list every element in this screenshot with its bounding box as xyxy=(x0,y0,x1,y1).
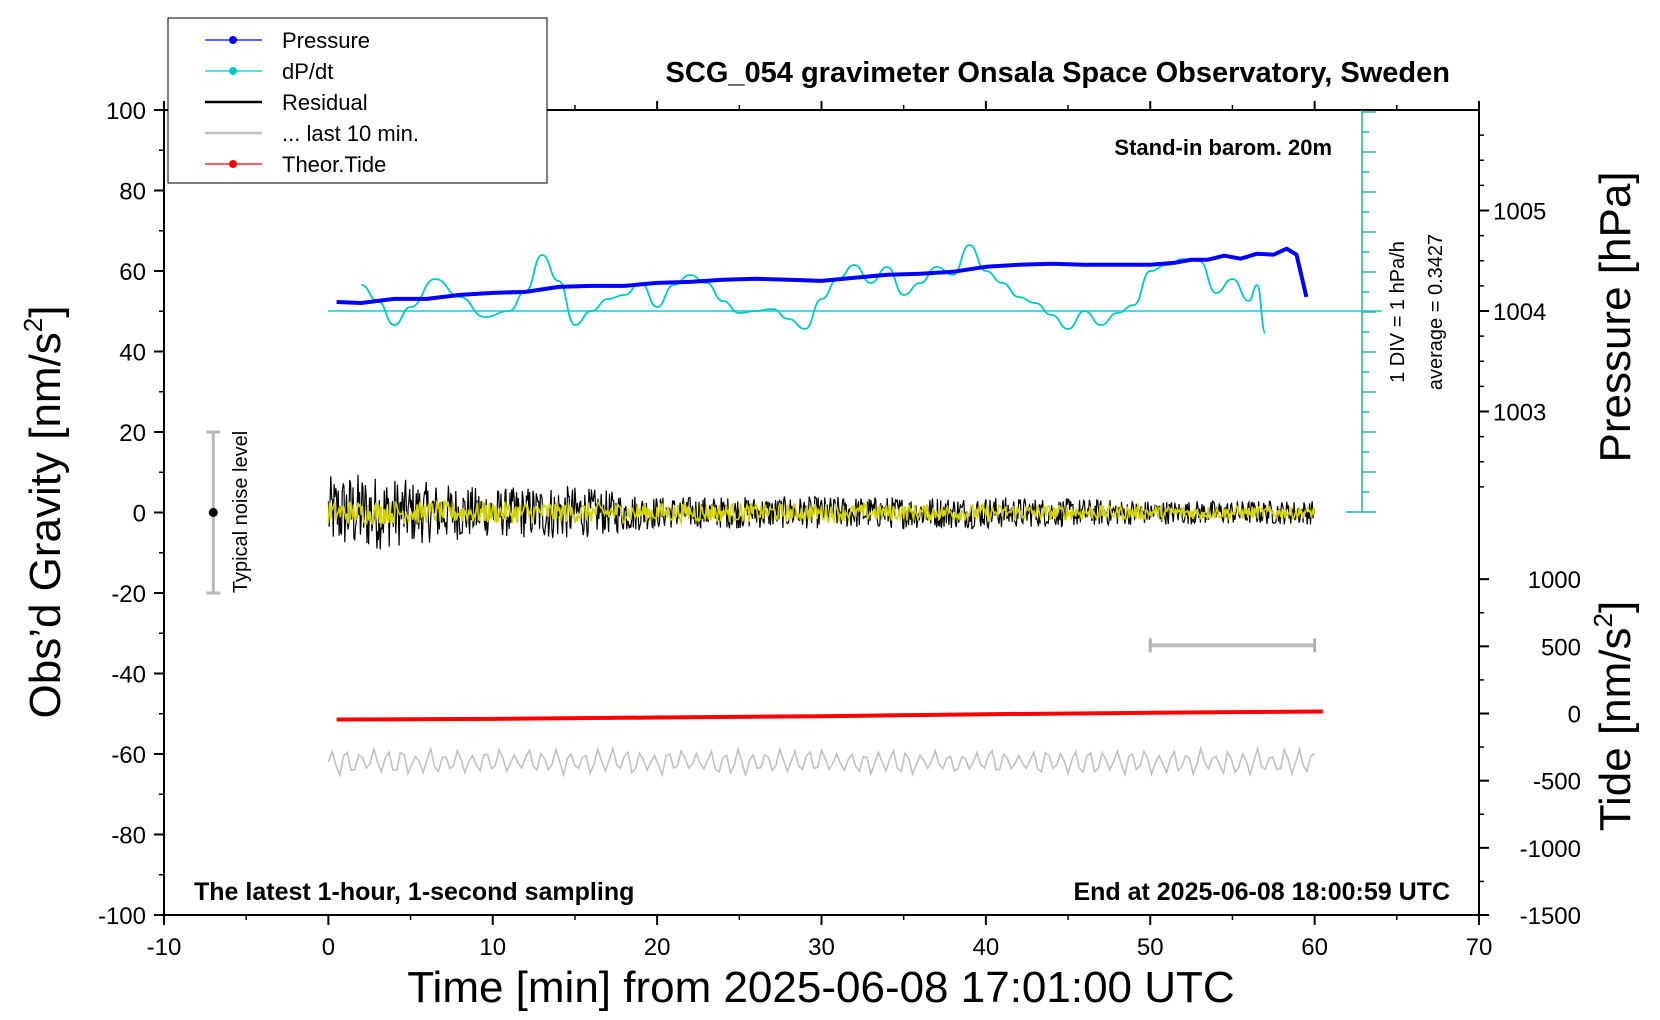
chart-title: SCG_054 gravimeter Onsala Space Observat… xyxy=(666,57,1450,89)
pressure-tick-label: 1005 xyxy=(1493,199,1546,226)
y-axis-tide-title: Tide [nm/s2] xyxy=(1588,601,1640,831)
noise-label: Typical noise level xyxy=(230,431,252,593)
y-tick-label: 20 xyxy=(119,420,146,447)
legend-label: Theor.Tide xyxy=(282,152,386,177)
y-axis-tide-title-end: ] xyxy=(1591,601,1640,613)
legend-items: Pressure dP/dt Residual ... last 10 min. The… xyxy=(205,28,419,177)
x-tick-label: 60 xyxy=(1301,934,1328,961)
x-tick-label: 30 xyxy=(808,934,835,961)
y-tick-label: 60 xyxy=(119,259,146,286)
end-time-note: End at 2025-06-08 18:00:59 UTC xyxy=(1073,878,1450,906)
y-axis-left-title: Obs’d Gravity [nm/s2] xyxy=(18,305,70,718)
y-axis-left-ticks: -100 -80 -60 -40 -20 0 20 40 60 80 100 xyxy=(98,98,164,930)
y-axis-tide-title-sup: 2 xyxy=(1588,613,1618,627)
x-tick-label: 10 xyxy=(479,934,506,961)
x-tick-label: 50 xyxy=(1137,934,1164,961)
x-tick-label: 20 xyxy=(644,934,671,961)
tide-tick-label: -1500 xyxy=(1520,903,1581,930)
series-layer xyxy=(327,244,1323,778)
series-pressure-line xyxy=(336,246,1309,305)
tide-tick-label: 0 xyxy=(1568,702,1581,729)
y-tick-label: -40 xyxy=(111,662,146,689)
y-axis-pressure-ticks: 1003 1004 1005 xyxy=(1479,134,1546,488)
legend-swatch-marker xyxy=(229,67,237,75)
x-axis-title: Time [min] from 2025-06-08 17:01:00 UTC xyxy=(407,963,1234,1012)
legend-item: dP/dt xyxy=(205,59,333,84)
y-tick-label: -100 xyxy=(98,903,146,930)
noise-bar-center-dot xyxy=(208,508,218,517)
y-axis-tide-title-main: Tide [nm/s xyxy=(1591,627,1640,831)
latest-hour-note: The latest 1-hour, 1-second sampling xyxy=(194,878,634,906)
series-tide-line xyxy=(336,709,1323,722)
x-tick-label: -10 xyxy=(147,934,182,961)
noise-bar-layer xyxy=(206,430,221,595)
y-tick-label: 40 xyxy=(119,340,146,367)
y-axis-pressure-title: Pressure [hPa] xyxy=(1591,171,1640,462)
legend-label: Pressure xyxy=(282,28,370,53)
legend-box xyxy=(167,17,548,184)
div-scale-label: 1 DIV = 1 hPa/h xyxy=(1387,241,1409,383)
y-axis-left-title-main: Obs’d Gravity [nm/s xyxy=(21,332,70,718)
x-tick-label: 40 xyxy=(973,934,1000,961)
y-tick-label: -60 xyxy=(111,742,146,769)
series-dpdt-line xyxy=(361,244,1267,334)
legend-swatch-marker xyxy=(229,36,237,44)
tide-tick-label: 1000 xyxy=(1528,567,1581,594)
y-tick-label: 80 xyxy=(119,179,146,206)
legend-swatch-marker xyxy=(229,160,237,168)
legend-item: ... last 10 min. xyxy=(205,121,419,146)
tide-tick-label: -1000 xyxy=(1520,836,1581,863)
x-tick-label: 70 xyxy=(1466,934,1493,961)
y-axis-left-title-end: ] xyxy=(21,305,70,317)
y-axis-tide-ticks: -1500 -1000 -500 0 500 1000 xyxy=(1479,567,1581,930)
y-axis-left-title-sup: 2 xyxy=(18,318,48,332)
series-last10min-line xyxy=(327,745,1316,778)
tide-tick-label: 500 xyxy=(1541,634,1581,661)
legend-item: Pressure xyxy=(205,28,370,53)
average-label: average = 0.3427 xyxy=(1425,234,1447,390)
tide-tick-label: -500 xyxy=(1533,769,1581,796)
legend-label: ... last 10 min. xyxy=(282,121,419,146)
series-residual-smoothed-line xyxy=(327,499,1316,526)
stand-in-note: Stand-in barom. 20m xyxy=(1114,135,1332,160)
y-tick-label: -80 xyxy=(111,823,146,850)
legend-item: Residual xyxy=(205,90,368,115)
pressure-tick-label: 1003 xyxy=(1493,400,1546,427)
y-tick-label: 0 xyxy=(133,501,146,528)
x-tick-label: 0 xyxy=(322,934,335,961)
pressure-tick-label: 1004 xyxy=(1493,299,1546,326)
legend-label: Residual xyxy=(282,90,368,115)
legend-label: dP/dt xyxy=(282,59,333,84)
legend: Pressure dP/dt Residual ... last 10 min. The… xyxy=(167,17,548,184)
x-axis-ticks: -10 0 10 20 30 40 50 60 70 xyxy=(147,101,1493,961)
y-tick-label: 100 xyxy=(106,98,146,125)
y-tick-label: -20 xyxy=(111,581,146,608)
legend-item: Theor.Tide xyxy=(205,152,386,177)
